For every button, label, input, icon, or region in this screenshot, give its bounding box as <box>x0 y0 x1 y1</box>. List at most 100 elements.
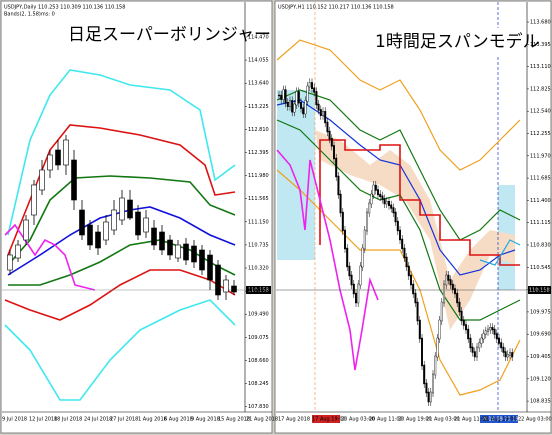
candle <box>324 110 327 124</box>
candle <box>405 256 408 268</box>
price-tick-label: 111.685 <box>530 176 551 182</box>
candle <box>328 130 331 140</box>
lagging-line <box>4 223 96 291</box>
title-bg <box>62 20 244 48</box>
candle <box>297 91 300 104</box>
candle <box>372 184 375 196</box>
date-label: 20 Aug 19:00 <box>398 417 432 423</box>
candle <box>392 207 395 214</box>
candle <box>39 169 45 191</box>
lagging-line <box>276 149 379 371</box>
price-tick-label: 111.115 <box>530 220 551 226</box>
price-tick-label: 108.245 <box>248 381 269 387</box>
candle <box>127 199 133 219</box>
candle <box>304 100 307 115</box>
price-tick-label: 109.120 <box>530 376 551 382</box>
candle <box>427 391 430 403</box>
candle <box>436 337 439 358</box>
candle <box>306 85 309 102</box>
candle <box>480 337 483 344</box>
candle <box>368 202 371 214</box>
candle <box>15 244 21 259</box>
candle <box>346 247 349 268</box>
price-tick-label: 113.680 <box>530 20 551 26</box>
ma <box>479 239 521 266</box>
candle <box>432 373 435 394</box>
candle <box>495 333 498 340</box>
price-tick-label: 109.075 <box>248 335 269 341</box>
candle <box>344 229 347 250</box>
candle <box>451 283 454 290</box>
cursor-date: 2018.08.21 19:00 <box>482 417 527 423</box>
price-tick-label: 107.830 <box>248 404 269 410</box>
candle <box>465 324 468 331</box>
left-indicators <box>4 69 236 401</box>
price-tick-label: 112.255 <box>530 131 551 137</box>
cloud <box>315 130 515 330</box>
candle <box>295 91 298 106</box>
candle <box>502 346 505 353</box>
price-tick-label: 113.225 <box>248 104 269 110</box>
candle <box>71 159 77 201</box>
candle <box>407 265 410 277</box>
title: 日足スーパーボリンジャー <box>68 25 271 45</box>
candle <box>385 200 388 205</box>
price-tick-label: 114.470 <box>248 35 269 41</box>
price-tick-label: 110.735 <box>248 242 269 248</box>
candle <box>489 327 492 331</box>
candle <box>183 243 189 261</box>
candle <box>143 217 149 233</box>
date-label: 9 Aug 2018 <box>191 417 220 423</box>
span-line <box>319 139 520 266</box>
band <box>276 39 521 171</box>
candle <box>370 193 373 205</box>
date-label: 6 Aug 2018 <box>164 417 193 423</box>
candle <box>95 231 101 249</box>
date-tag <box>312 415 340 423</box>
candle <box>467 328 470 340</box>
candle <box>456 292 459 304</box>
candle <box>284 89 287 104</box>
price-tick-label: 110.830 <box>530 243 551 249</box>
candle <box>410 274 413 286</box>
candle <box>341 211 344 232</box>
band <box>276 119 521 321</box>
candle <box>278 94 281 97</box>
candle <box>23 219 29 241</box>
price-tick-label: 112.825 <box>530 86 551 92</box>
candle <box>414 292 417 304</box>
candle <box>289 100 292 108</box>
date-label: 17 Aug 19:00 <box>312 417 346 423</box>
date-label: 9 Jul 2018 <box>2 417 27 423</box>
candle <box>478 342 481 349</box>
date-label: 21 Aug 03:00 <box>426 417 460 423</box>
candle <box>359 265 362 286</box>
price-tick-label: 109.975 <box>530 309 551 315</box>
candle <box>511 352 514 358</box>
date-label: 15 Aug 2018 <box>218 417 250 423</box>
candle <box>79 209 85 236</box>
candle <box>151 227 157 246</box>
candle <box>491 327 494 331</box>
candle <box>443 283 446 304</box>
candle <box>429 391 432 403</box>
candle <box>366 211 369 232</box>
candle <box>401 238 404 250</box>
candle <box>487 328 490 332</box>
candle <box>498 337 501 344</box>
price-tick-label: 108.835 <box>530 399 551 405</box>
candle <box>379 193 382 197</box>
price-tick-label: 113.395 <box>530 42 551 48</box>
price-tick-label: 111.565 <box>248 196 269 202</box>
candle <box>333 145 336 160</box>
date-label: 1 Aug 2018 <box>138 417 167 423</box>
date-label: 24 Jul 2018 <box>84 417 112 423</box>
candle <box>357 283 360 304</box>
candle <box>159 231 165 251</box>
candle <box>390 204 393 209</box>
candle <box>425 382 428 394</box>
candle <box>337 175 340 196</box>
candle <box>308 82 311 88</box>
